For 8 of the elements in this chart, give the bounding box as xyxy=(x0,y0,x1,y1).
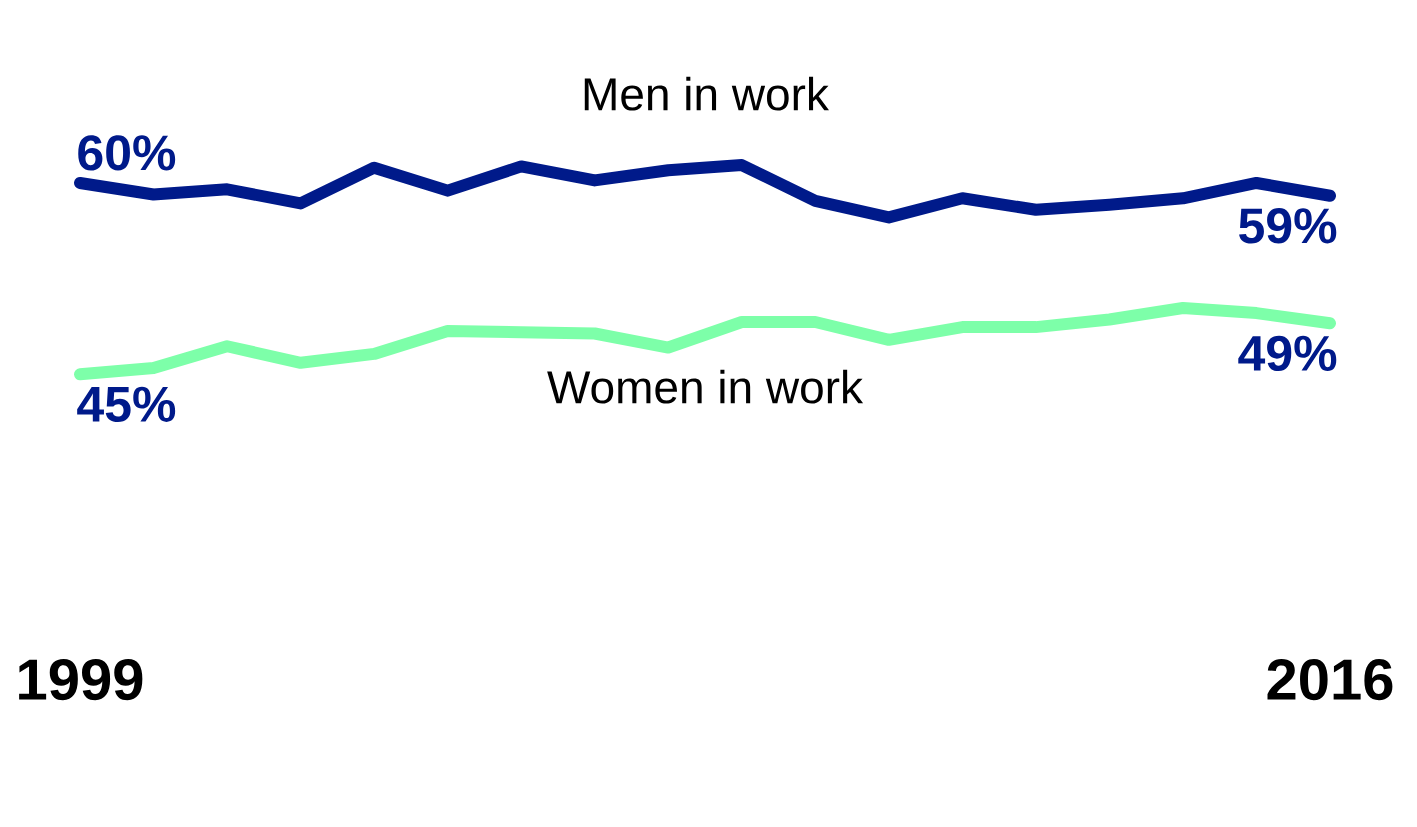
x-tick-label: 2016 xyxy=(1267,659,1393,701)
data-label: 45% xyxy=(77,386,176,422)
series-label: Men in work xyxy=(584,76,829,111)
data-label: 59% xyxy=(1239,208,1337,244)
data-label: 49% xyxy=(1238,335,1337,372)
x-tick-label: 1999 xyxy=(19,659,143,701)
series-label: Women in work xyxy=(547,369,864,404)
data-label: 60% xyxy=(78,135,176,171)
